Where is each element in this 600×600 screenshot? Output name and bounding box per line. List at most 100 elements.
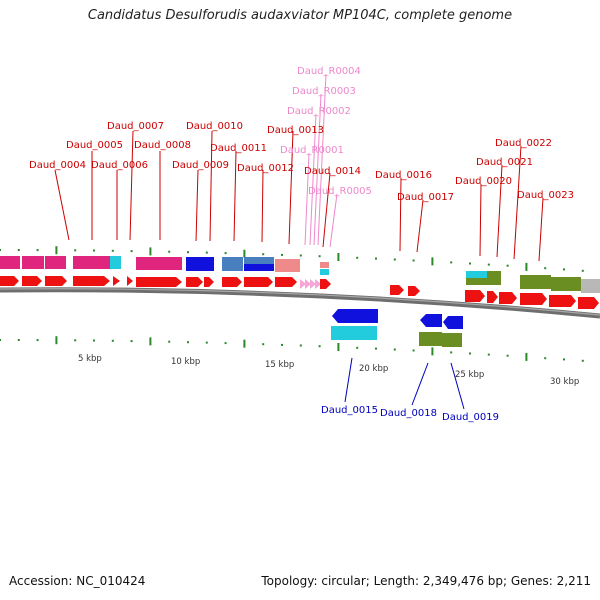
leader-lines-bottom <box>344 357 465 410</box>
leader-lines-rna <box>304 73 338 248</box>
gene-label[interactable]: Daud_0005 <box>66 140 123 151</box>
cds-arrow[interactable] <box>390 285 404 295</box>
cds-arrow[interactable] <box>204 277 214 287</box>
annotation-box[interactable] <box>136 257 182 270</box>
cds-arrow[interactable] <box>113 276 120 286</box>
annotation-box[interactable] <box>581 279 600 293</box>
gene-label[interactable]: Daud_0020 <box>455 176 512 187</box>
rna-label[interactable]: Daud_R0002 <box>287 106 351 117</box>
cds-arrow[interactable] <box>578 297 599 309</box>
annotation-box[interactable] <box>244 264 274 271</box>
genome-backbone <box>0 287 600 319</box>
gene-label[interactable]: Daud_0019 <box>442 412 499 423</box>
annotation-box[interactable] <box>110 256 121 269</box>
gene-label[interactable]: Daud_0008 <box>134 140 191 151</box>
annotation-box[interactable] <box>275 259 300 272</box>
gene-label[interactable]: Daud_0010 <box>186 121 243 132</box>
annotation-box[interactable] <box>73 256 110 269</box>
cds-arrow[interactable] <box>408 286 420 296</box>
cds-arrow[interactable] <box>499 292 517 304</box>
gene-label[interactable]: Daud_0018 <box>380 408 437 419</box>
rna-label[interactable]: Daud_R0004 <box>297 66 361 77</box>
scale-label: 10 kbp <box>171 357 200 367</box>
genome-backbone-highlight <box>0 288 600 316</box>
gene-labels-top: Daud_0004 Daud_0005 Daud_0006 Daud_0007 … <box>29 121 574 203</box>
genome-summary: Topology: circular; Length: 2,349,476 bp… <box>261 574 591 588</box>
cds-arrow[interactable] <box>520 293 547 305</box>
annotation-box[interactable] <box>244 257 274 264</box>
annotation-box[interactable] <box>551 277 581 291</box>
gene-label[interactable]: Daud_0012 <box>237 163 294 174</box>
gene-label[interactable]: Daud_0022 <box>495 138 552 149</box>
annotation-box[interactable] <box>22 256 44 269</box>
gene-label[interactable]: Daud_0023 <box>517 190 574 201</box>
gene-label[interactable]: Daud_0009 <box>172 160 229 171</box>
cds-arrow[interactable] <box>549 295 576 307</box>
rna-arrow[interactable] <box>310 279 316 289</box>
gene-label[interactable]: Daud_0016 <box>375 170 432 181</box>
cds-arrow[interactable] <box>45 276 67 286</box>
rna-arrow[interactable] <box>315 279 321 289</box>
scale-label: 30 kbp <box>550 377 579 387</box>
cds-arrow[interactable] <box>320 279 331 289</box>
gene-label[interactable]: Daud_0017 <box>397 192 454 203</box>
gene-label[interactable]: Daud_0011 <box>210 143 267 154</box>
tick-row-top <box>0 246 584 272</box>
gene-labels-bottom: Daud_0015 Daud_0018 Daud_0019 <box>321 405 499 423</box>
annotation-box[interactable] <box>320 269 329 275</box>
gene-label[interactable]: Daud_0007 <box>107 121 164 132</box>
cds-arrow[interactable] <box>73 276 110 286</box>
annotation-box[interactable] <box>419 332 442 346</box>
cds-arrow[interactable] <box>22 276 42 286</box>
annotation-box[interactable] <box>442 333 462 347</box>
annotation-box[interactable] <box>45 256 66 269</box>
cds-arrow[interactable] <box>244 277 273 287</box>
annotation-box[interactable] <box>331 326 377 340</box>
annotation-box[interactable] <box>466 278 501 285</box>
reverse-strand-features <box>331 309 463 347</box>
cds-arrow-reverse[interactable] <box>332 309 378 323</box>
annotation-box[interactable] <box>222 257 243 271</box>
gene-label[interactable]: Daud_0006 <box>91 160 148 171</box>
cds-arrow[interactable] <box>136 277 182 287</box>
accession-label: Accession: NC_010424 <box>9 574 146 588</box>
cds-arrow[interactable] <box>275 277 297 287</box>
scale-label: 25 kbp <box>455 370 484 380</box>
gene-label[interactable]: Daud_0004 <box>29 160 86 171</box>
leader-lines-top <box>54 130 544 262</box>
scale-labels: 5 kbp 10 kbp 15 kbp 20 kbp 25 kbp 30 kbp <box>78 354 579 387</box>
genome-title: Candidatus Desulforudis audaxviator MP10… <box>87 8 513 23</box>
scale-label: 20 kbp <box>359 364 388 374</box>
gene-label[interactable]: Daud_0015 <box>321 405 378 416</box>
rna-label[interactable]: Daud_R0005 <box>308 186 372 197</box>
forward-strand-cds <box>0 276 599 309</box>
rna-arrow[interactable] <box>300 279 306 289</box>
rna-label[interactable]: Daud_R0001 <box>280 145 344 156</box>
annotation-box[interactable] <box>520 275 551 289</box>
rna-arrow[interactable] <box>305 279 311 289</box>
cds-arrow[interactable] <box>222 277 242 287</box>
scale-label: 5 kbp <box>78 354 102 364</box>
cds-arrow[interactable] <box>487 291 498 303</box>
annotation-box[interactable] <box>320 262 329 268</box>
rna-labels: Daud_R0004 Daud_R0003 Daud_R0002 Daud_R0… <box>280 66 372 197</box>
cds-arrow-reverse[interactable] <box>443 316 463 329</box>
cds-arrow[interactable] <box>465 290 485 302</box>
annotation-box[interactable] <box>487 271 501 278</box>
tick-row-bottom <box>0 336 584 362</box>
forward-strand-annotations <box>0 256 600 293</box>
rna-label[interactable]: Daud_R0003 <box>292 86 356 97</box>
scale-label: 15 kbp <box>265 360 294 370</box>
gene-label[interactable]: Daud_0021 <box>476 157 533 168</box>
cds-arrow-reverse[interactable] <box>420 314 442 327</box>
annotation-box[interactable] <box>0 256 20 269</box>
cds-arrow[interactable] <box>0 276 19 286</box>
cds-arrow[interactable] <box>127 276 133 286</box>
gene-label[interactable]: Daud_0013 <box>267 125 324 136</box>
annotation-box[interactable] <box>186 257 214 271</box>
annotation-box[interactable] <box>466 271 487 278</box>
gene-label[interactable]: Daud_0014 <box>304 166 361 177</box>
cds-arrow[interactable] <box>186 277 203 287</box>
